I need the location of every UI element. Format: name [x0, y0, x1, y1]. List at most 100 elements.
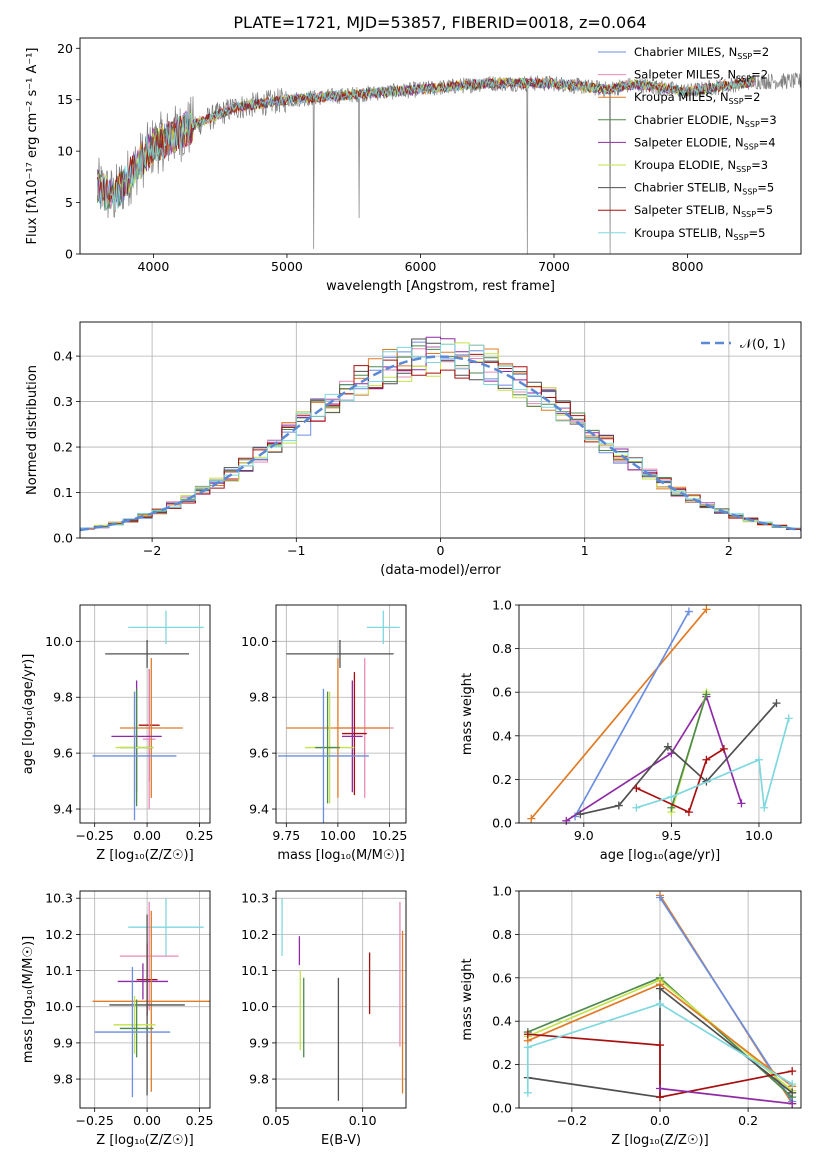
y-tick-label: 0.8 [492, 641, 512, 656]
point-marker-SalpeterSTELIB [702, 755, 711, 764]
point-marker-KroupaSTELIB [632, 803, 641, 812]
y-tick-label: 9.6 [249, 746, 269, 761]
point-marker-ChabrierMILES [684, 607, 693, 616]
point-marker-ChabrierSTELIB [663, 742, 672, 751]
histogram-KroupaSTELIB [80, 343, 801, 532]
x-tick-label: 0.25 [186, 1113, 214, 1128]
normal-curve [80, 355, 801, 532]
x-tick-label: 6000 [405, 259, 437, 274]
spectrum-model-KroupaSTELIB [97, 77, 755, 211]
x-tick-label: 10.0 [745, 828, 773, 843]
y-tick-label: 0 [65, 247, 73, 262]
y-tick-label: 20 [57, 41, 73, 56]
x-axis-label: Z [log₁₀(Z/Z☉)] [96, 848, 193, 863]
x-tick-label: 2 [725, 543, 733, 558]
legend-entry: Chabrier MILES, NSSP=2 [634, 45, 769, 61]
y-tick-label: 0.1 [53, 485, 73, 500]
y-tick-label: 10.0 [45, 999, 73, 1014]
axes-age-vs-mass: 9.75 10.00 10.25 9.4 9.6 9.8 10.0 mass [log₁₀(M… [241, 604, 408, 863]
residual-legend: 𝒩(0, 1) [701, 336, 786, 351]
axes-frame [275, 604, 407, 824]
y-tick-label: 0.4 [492, 728, 512, 743]
x-tick-label: 4000 [138, 259, 170, 274]
series-line-KroupaMILES [530, 608, 708, 820]
x-tick-label: 0.25 [186, 828, 214, 843]
y-tick-label: 10.2 [45, 927, 73, 942]
y-tick-label: 0.2 [492, 772, 512, 787]
y-tick-label: 1.0 [492, 598, 512, 613]
x-tick-label: 10.00 [320, 828, 356, 843]
y-tick-label: 5 [65, 195, 73, 210]
axes-mass-vs-ebv: 0.05 0.10 9.8 9.9 10.0 10.1 10.2 10.3 E(B-V) [241, 890, 407, 1148]
histogram-SalpeterSTELIB [80, 353, 801, 532]
x-tick-label: 10.25 [372, 828, 408, 843]
errorbars [92, 610, 204, 821]
y-tick-label: 0.2 [492, 1057, 512, 1072]
point-marker-ChabrierSTELIB [614, 801, 623, 810]
point-marker-SalpeterSTELIB [719, 744, 728, 753]
axes-spectrum: 4000 5000 6000 7000 8000 0 5 10 15 20 wavelength [… [25, 37, 802, 294]
y-tick-label: 10.3 [45, 891, 73, 906]
weight-series [523, 891, 797, 1108]
y-tick-label: 1.0 [492, 884, 512, 899]
point-marker-SalpeterSTELIB [656, 1041, 664, 1050]
point-marker-SalpeterELODIE [788, 1099, 797, 1108]
y-tick-label: 0.3 [53, 394, 73, 409]
y-tick-label: 10.1 [241, 963, 269, 978]
point-marker-SalpeterSTELIB [788, 1067, 797, 1076]
legend-entry: Salpeter MILES, NSSP=2 [634, 68, 768, 84]
figure-title: PLATE=1721, MJD=53857, FIBERID=0018, z=0… [233, 13, 646, 32]
x-tick-label: −0.25 [76, 828, 114, 843]
x-axis-label: E(B-V) [321, 1133, 361, 1148]
x-tick-label: 9.75 [272, 828, 300, 843]
series-line-ChabrierSTELIB [580, 702, 778, 816]
y-tick-label: 0.6 [492, 970, 512, 985]
point-marker-KroupaSTELIB [784, 714, 793, 723]
axes-frame [79, 890, 211, 1109]
x-tick-label: 0.05 [262, 1113, 290, 1128]
y-axis-label: Normed distribution [25, 365, 40, 495]
y-tick-label: 0.0 [53, 531, 73, 546]
axes-weight-vs-age: 9.0 9.5 10.0 0.0 0.2 0.4 0.6 0.8 1.0 age [log₁₀(a… [460, 598, 802, 863]
point-marker-KroupaSTELIB [760, 803, 769, 812]
y-tick-label: 0.2 [53, 440, 73, 455]
point-marker-ChabrierELODIE [667, 803, 676, 812]
legend-entry: Kroupa ELODIE, NSSP=3 [634, 158, 768, 174]
point-marker-SalpeterSTELIB [523, 1030, 532, 1039]
legend-entry: Chabrier STELIB, NSSP=5 [634, 181, 774, 197]
y-axis-label: mass weight [460, 958, 475, 1040]
errorbars [278, 610, 400, 823]
point-marker-SalpeterSTELIB [632, 784, 641, 793]
y-tick-label: 9.6 [53, 746, 73, 761]
spectrum-legend: Chabrier MILES, NSSP=2 Salpeter MILES, NS… [598, 45, 777, 242]
axes-frame [518, 890, 802, 1109]
point-marker-SalpeterELODIE [737, 799, 746, 808]
point-marker-KroupaSTELIB [523, 1088, 532, 1097]
point-marker-KroupaSTELIB [754, 755, 763, 764]
x-tick-label: 5000 [271, 259, 303, 274]
y-axis-label: age [log₁₀(age/yr)] [21, 654, 36, 775]
y-tick-label: 0.0 [492, 816, 512, 831]
x-tick-label: 0.10 [349, 1113, 377, 1128]
x-tick-label: 0.00 [133, 1113, 161, 1128]
weight-series [527, 605, 793, 825]
y-tick-label: 9.4 [249, 802, 269, 817]
x-tick-label: 9.0 [574, 828, 594, 843]
spectrum-lines [97, 72, 801, 254]
y-tick-label: 10.0 [241, 634, 269, 649]
point-marker-ChabrierSTELIB [788, 1088, 797, 1097]
x-tick-label: −2 [143, 543, 161, 558]
x-axis-label: wavelength [Angstrom, rest frame] [326, 279, 555, 294]
x-tick-label: 0.0 [650, 1113, 670, 1128]
y-tick-label: 0.4 [53, 349, 73, 364]
point-marker-ChabrierSTELIB [576, 810, 585, 819]
axes-residuals: −2 −1 0 1 2 0.0 0.1 0.2 0.3 0.4 (data-model)/error… [25, 321, 802, 578]
y-tick-label: 10.1 [45, 963, 73, 978]
y-tick-label: 10.2 [241, 927, 269, 942]
y-tick-label: 10.0 [241, 999, 269, 1014]
axes-frame [79, 37, 802, 255]
point-marker-SalpeterELODIE [562, 816, 571, 825]
point-marker-SalpeterELODIE [656, 1084, 664, 1093]
legend-entry: Kroupa STELIB, NSSP=5 [634, 226, 765, 242]
